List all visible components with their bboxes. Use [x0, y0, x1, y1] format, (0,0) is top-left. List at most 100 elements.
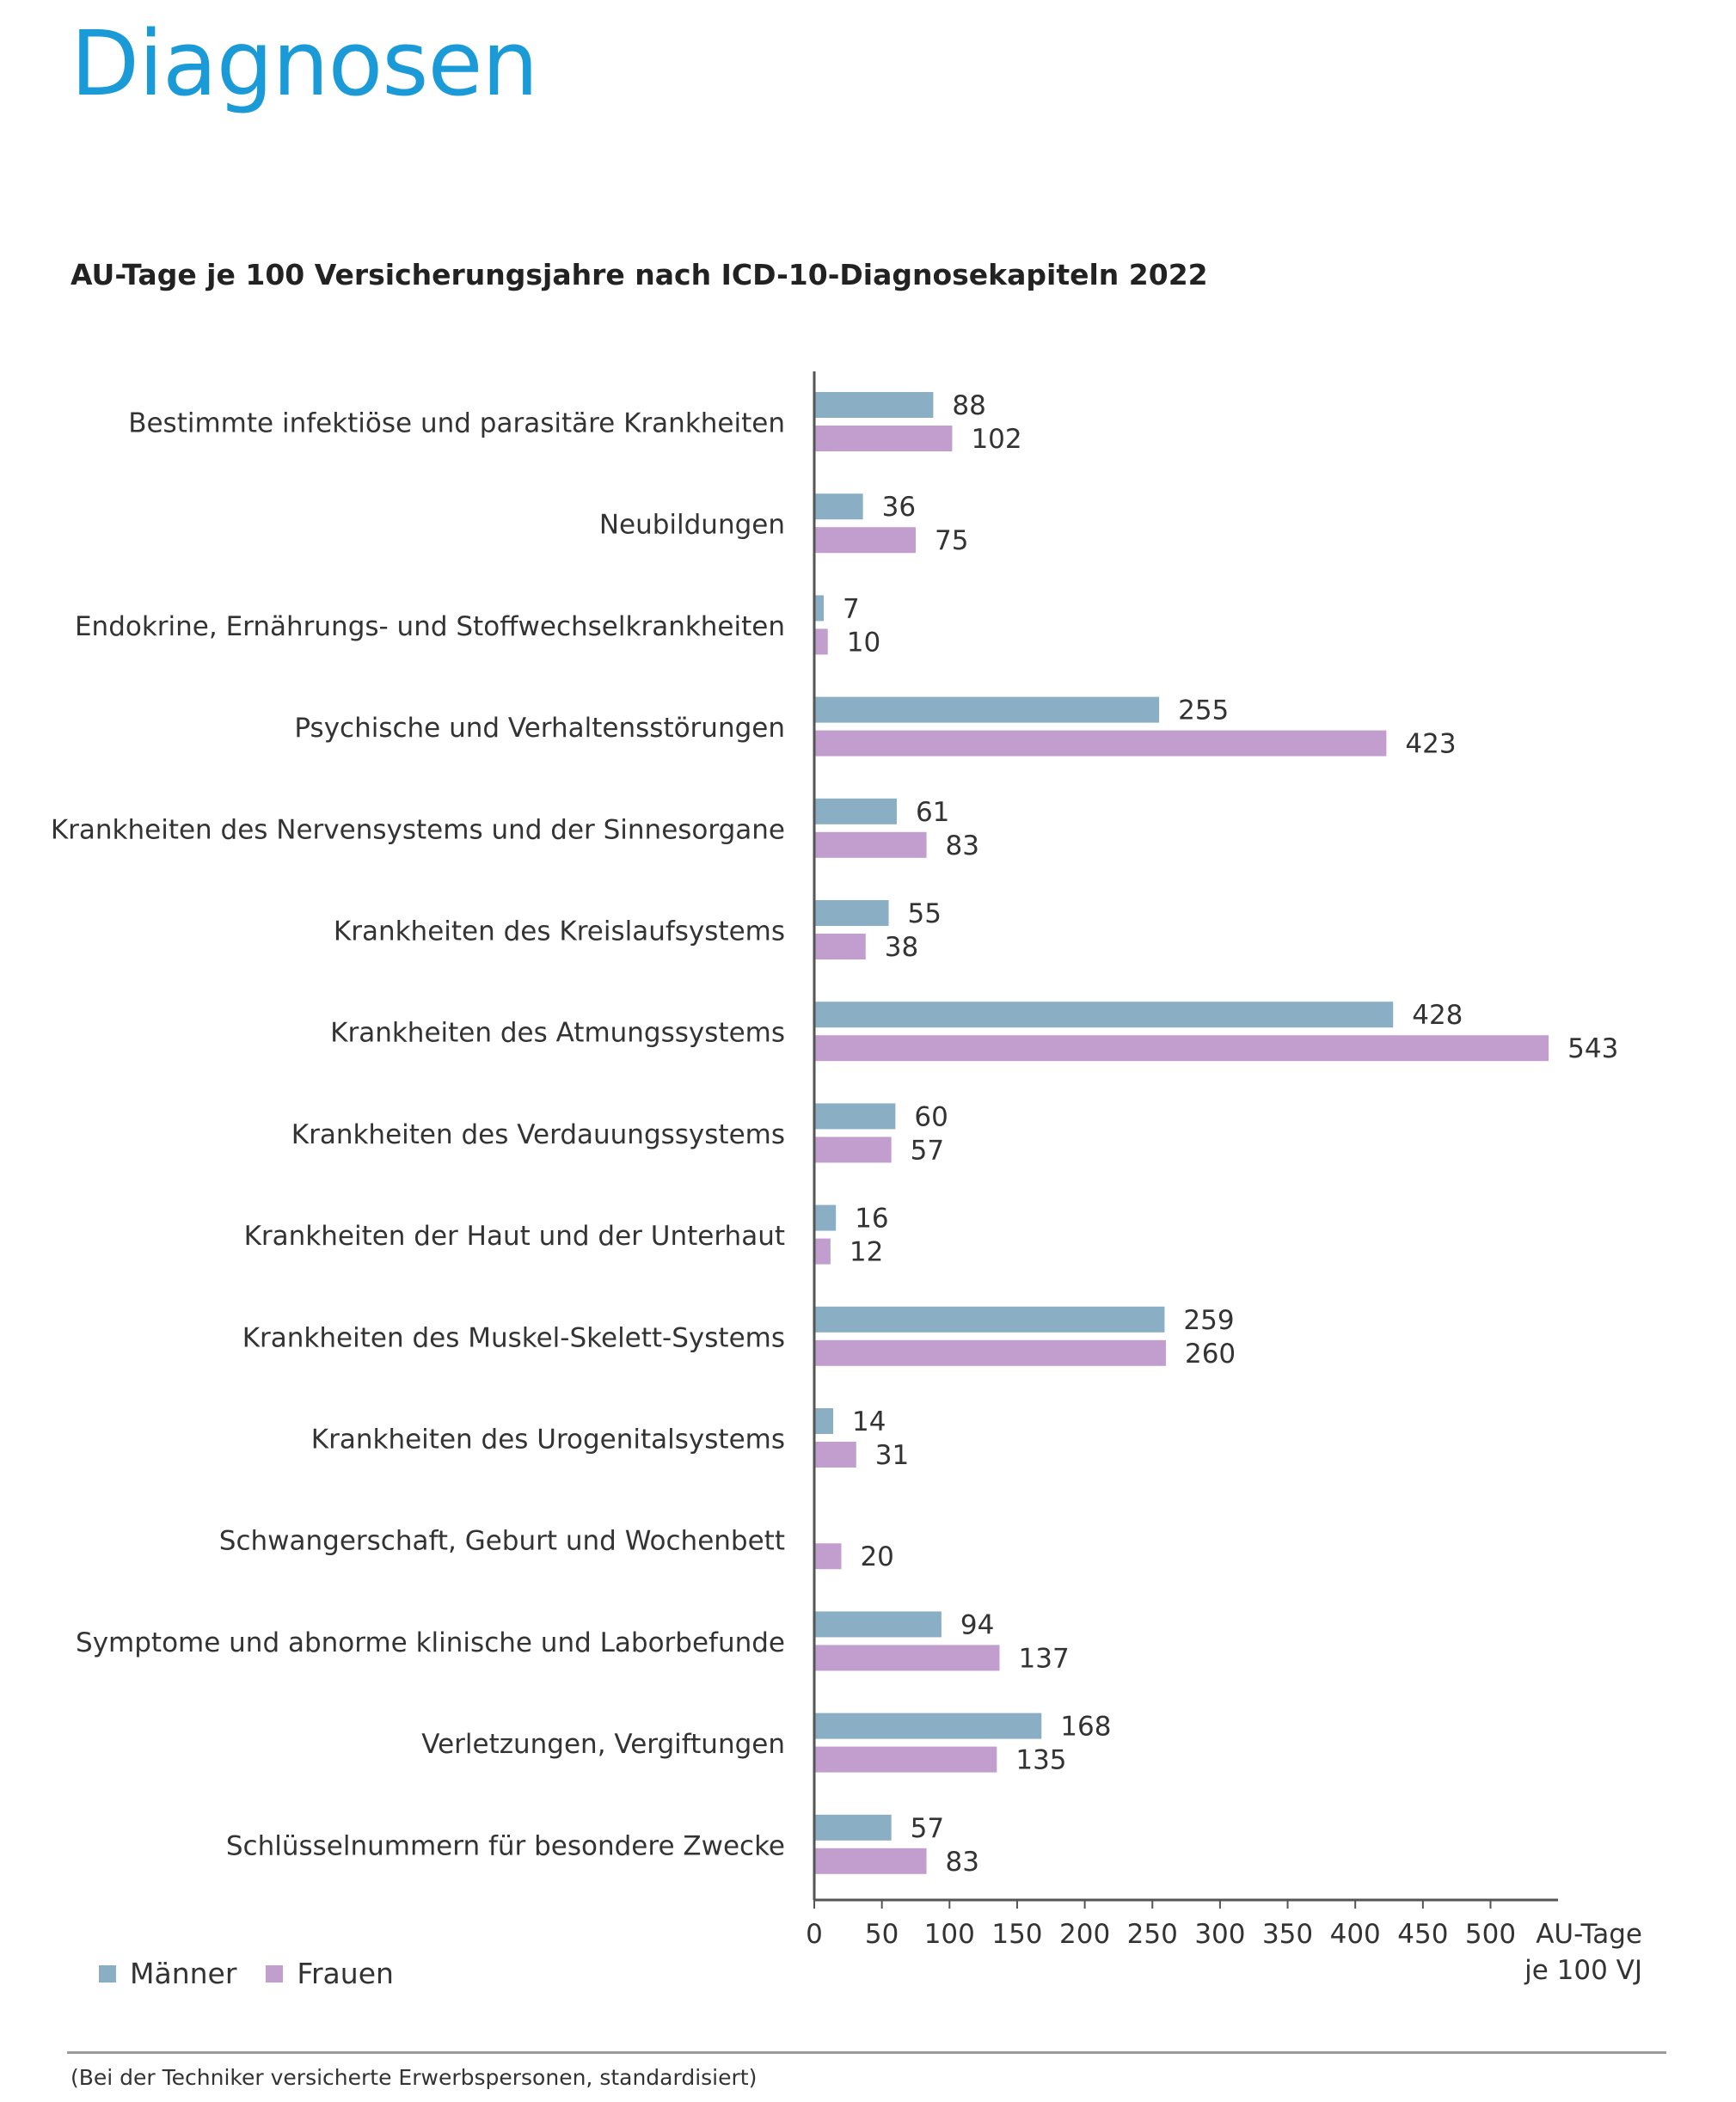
category-label: Psychische und Verhaltensstörungen — [294, 713, 785, 744]
x-tick-label: 250 — [1127, 1919, 1178, 1950]
bar-maenner — [814, 1408, 834, 1434]
data-label: 75 — [935, 525, 968, 556]
bar-frauen — [814, 1137, 892, 1163]
data-label: 94 — [960, 1609, 994, 1640]
bar-frauen — [814, 1339, 1166, 1366]
data-label: 135 — [1015, 1745, 1066, 1776]
bar-frauen — [814, 1035, 1549, 1062]
bar-frauen — [814, 628, 828, 655]
data-label: 83 — [946, 1847, 979, 1878]
data-label: 55 — [908, 898, 942, 929]
data-label: 102 — [971, 424, 1021, 455]
bar-maenner — [814, 696, 1160, 723]
legend-item-frauen: Frauen — [266, 1957, 394, 1990]
category-label: Neubildungen — [599, 510, 785, 541]
x-tick-label: 400 — [1330, 1919, 1381, 1950]
data-label: 255 — [1178, 696, 1229, 726]
bar-maenner — [814, 1814, 892, 1841]
bar-maenner — [814, 798, 897, 824]
bar-maenner — [814, 392, 934, 418]
bar-frauen — [814, 934, 866, 959]
data-label: 260 — [1185, 1339, 1236, 1370]
data-label: 61 — [916, 797, 949, 828]
data-label: 60 — [914, 1101, 948, 1132]
legend: Männer Frauen — [99, 1957, 423, 1990]
legend-swatch-maenner — [99, 1964, 116, 1982]
data-label: 543 — [1567, 1033, 1618, 1064]
category-label: Symptome und abnorme klinische und Labor… — [76, 1627, 785, 1658]
category-labels-layer: Bestimmte infektiöse und parasitäre Kran… — [51, 408, 785, 1862]
data-label: 259 — [1183, 1305, 1234, 1336]
bar-frauen — [814, 1543, 842, 1570]
data-label: 10 — [847, 627, 880, 658]
chart-title: AU-Tage je 100 Versicherungsjahre nach I… — [71, 258, 1208, 291]
bar-maenner — [814, 595, 825, 622]
x-axis-label-line2: je 100 VJ — [1524, 1955, 1642, 1986]
legend-item-maenner: Männer — [99, 1957, 236, 1990]
data-label: 83 — [946, 830, 979, 861]
bar-maenner — [814, 1103, 896, 1130]
category-label: Schlüsselnummern für besondere Zwecke — [226, 1830, 785, 1861]
x-tick-label: 200 — [1059, 1919, 1110, 1950]
x-axis-label: AU-Tage — [1536, 1919, 1642, 1950]
data-label: 31 — [875, 1440, 909, 1471]
x-axis: 0 50 100 150 200 250 300 350 400 450 500 AU-Tage je … — [806, 371, 1642, 1986]
bar-frauen — [814, 730, 1387, 757]
data-label: 137 — [1019, 1643, 1070, 1674]
data-label: 16 — [855, 1204, 888, 1235]
footnote: (Bei der Techniker versicherte Erwerbspe… — [71, 2065, 758, 2090]
data-label: 428 — [1412, 1000, 1463, 1031]
x-tick-label: 50 — [865, 1919, 899, 1950]
category-label: Endokrine, Ernährungs- und Stoffwechselk… — [75, 611, 785, 642]
data-label: 57 — [911, 1135, 944, 1166]
bar-maenner — [814, 1713, 1042, 1739]
x-tick-label: 150 — [991, 1919, 1042, 1950]
x-tick-label: 500 — [1465, 1919, 1516, 1950]
data-label: 7 — [843, 593, 860, 624]
data-label: 423 — [1405, 729, 1456, 760]
data-label: 168 — [1060, 1712, 1111, 1743]
data-label: 88 — [952, 390, 985, 421]
bar-frauen — [814, 527, 916, 554]
category-label: Schwangerschaft, Geburt und Wochenbett — [219, 1526, 785, 1557]
x-tick-label: 100 — [924, 1919, 975, 1950]
bar-maenner — [814, 493, 863, 520]
x-tick-label: 300 — [1194, 1919, 1245, 1950]
legend-label-frauen: Frauen — [297, 1957, 394, 1990]
bar-frauen — [814, 1442, 856, 1468]
category-label: Verletzungen, Vergiftungen — [421, 1729, 785, 1760]
bar-frauen — [814, 1746, 997, 1773]
bar-frauen — [814, 1848, 927, 1874]
data-label: 20 — [860, 1541, 893, 1572]
legend-label-maenner: Männer — [130, 1957, 237, 1990]
category-label: Krankheiten des Urogenitalsystems — [311, 1425, 785, 1455]
legend-swatch-frauen — [266, 1964, 284, 1982]
bar-frauen — [814, 1238, 831, 1265]
footer-divider — [67, 2051, 1666, 2054]
bar-maenner — [814, 1306, 1165, 1333]
bar-frauen — [814, 831, 927, 858]
category-label: Krankheiten des Atmungssystems — [330, 1018, 785, 1049]
data-label: 14 — [852, 1406, 886, 1437]
x-tick-label: 450 — [1397, 1919, 1448, 1950]
x-tick-label: 350 — [1262, 1919, 1313, 1950]
data-label: 12 — [850, 1237, 883, 1268]
bar-maenner — [814, 1204, 837, 1231]
x-tick-label: 0 — [806, 1919, 823, 1950]
data-label: 57 — [911, 1813, 944, 1844]
bar-frauen — [814, 426, 953, 451]
category-label: Krankheiten des Verdauungssystems — [291, 1119, 785, 1150]
page-title: Diagnosen — [71, 11, 538, 116]
bars-layer: 8810236757102554236183553842854360571612… — [814, 390, 1618, 1878]
bar-maenner — [814, 1002, 1394, 1028]
category-label: Krankheiten des Muskel-Skelett-Systems — [242, 1322, 785, 1353]
data-label: 36 — [882, 492, 916, 523]
bar-maenner — [814, 900, 889, 926]
bar-frauen — [814, 1645, 1000, 1671]
category-label: Bestimmte infektiöse und parasitäre Kran… — [128, 408, 785, 439]
category-label: Krankheiten des Nervensystems und der Si… — [51, 814, 785, 845]
bar-maenner — [814, 1611, 942, 1638]
data-label: 38 — [885, 932, 918, 963]
category-label: Krankheiten des Kreislaufsystems — [334, 916, 785, 947]
